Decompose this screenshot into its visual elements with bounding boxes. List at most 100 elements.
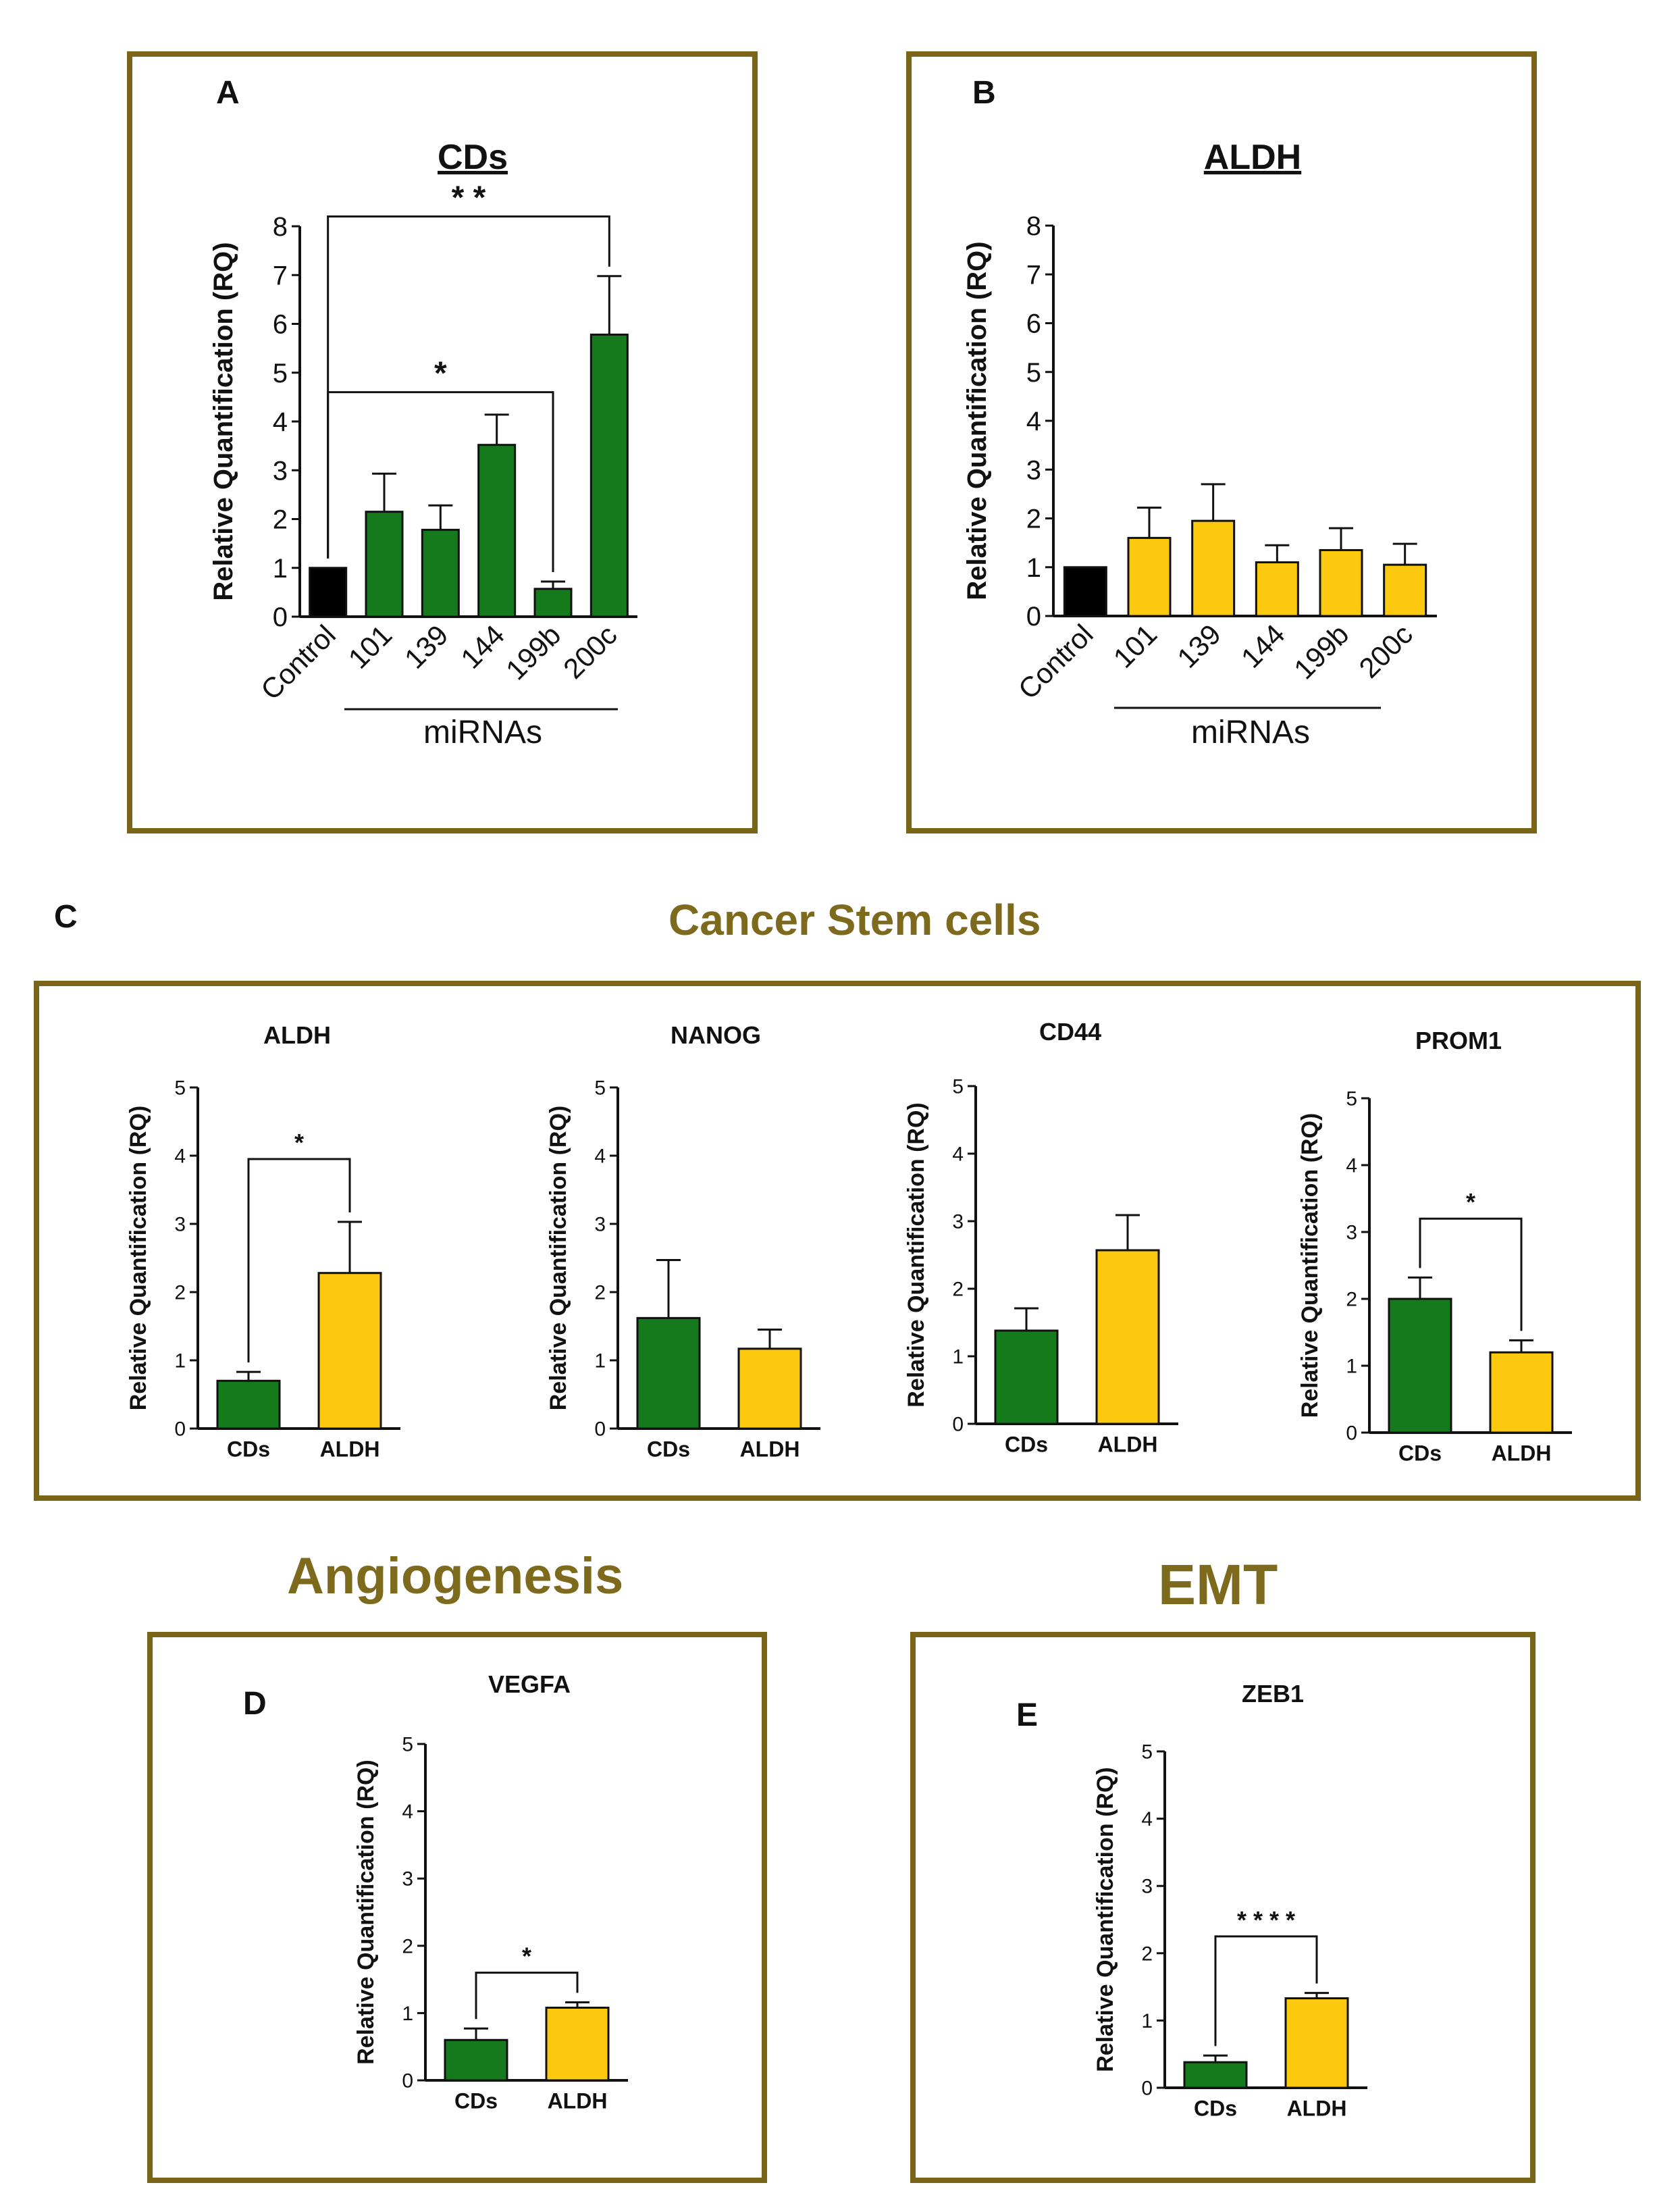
panel-e-frame	[910, 1632, 1535, 2183]
chart-d-title: VEGFA	[488, 1670, 571, 1698]
chart-c2-ytick-label: 3	[594, 1214, 606, 1236]
chart-b-ytick-label: 4	[1026, 407, 1041, 436]
chart-c2-category-label: ALDH	[740, 1437, 800, 1462]
chart-c3-bar	[994, 1329, 1059, 1425]
chart-b-bar	[1255, 561, 1299, 617]
chart-b-ylabel: Relative Quantification (RQ)	[962, 241, 992, 600]
chart-c4-ytick-label: 0	[1346, 1422, 1357, 1445]
chart-d-ytick-label: 2	[402, 1935, 413, 1957]
chart-c2-title: NANOG	[671, 1021, 761, 1049]
chart-b-ytick-label: 7	[1026, 260, 1041, 290]
chart-e-bar	[1183, 2061, 1248, 2089]
chart-a-ytick-label: 8	[273, 212, 288, 242]
heading-emt: EMT	[1158, 1553, 1278, 1616]
chart-a-bar	[421, 528, 460, 618]
chart-a-ytick-label: 5	[273, 359, 288, 388]
panel-c-frame	[34, 981, 1641, 1501]
chart-a-ytick-label: 2	[273, 505, 288, 535]
chart-c4-significance-label: *	[1466, 1188, 1475, 1216]
chart-c3-ytick-label: 1	[952, 1346, 964, 1368]
chart-c1-ytick-label: 2	[174, 1282, 186, 1304]
chart-c1-ytick-label: 4	[174, 1146, 186, 1168]
chart-e-significance-label: * * * *	[1237, 1906, 1295, 1934]
chart-e-ytick-label: 1	[1141, 2010, 1153, 2032]
chart-d-ytick-label: 3	[402, 1868, 413, 1891]
chart-c4-bar	[1388, 1298, 1452, 1434]
chart-b-bar	[1127, 536, 1172, 617]
chart-c2-ytick-label: 1	[594, 1350, 606, 1372]
chart-e-bar	[1284, 1997, 1349, 2089]
chart-d-ytick-label: 1	[402, 2003, 413, 2025]
chart-a-xlabel: miRNAs	[423, 715, 542, 750]
chart-c4-title: PROM1	[1415, 1027, 1502, 1054]
chart-c2-ytick-label: 5	[594, 1077, 606, 1100]
panel-letter-a: A	[216, 75, 240, 111]
chart-c3-ytick-label: 2	[952, 1279, 964, 1301]
chart-b-ytick-label: 6	[1026, 309, 1041, 339]
chart-c2-bar	[737, 1347, 802, 1430]
chart-b-bar	[1319, 548, 1363, 617]
chart-e-ytick-label: 2	[1141, 1943, 1153, 1965]
chart-c1-significance-bracket	[247, 1158, 351, 1363]
chart-c3-category-label: ALDH	[1098, 1433, 1158, 1457]
chart-e-category-label: CDs	[1194, 2097, 1237, 2121]
chart-a-significance-label: *	[434, 356, 447, 392]
heading-angiogenesis: Angiogenesis	[287, 1547, 624, 1605]
chart-a-bar	[309, 567, 348, 618]
chart-c2-ytick-label: 4	[594, 1146, 606, 1168]
chart-c3-ylabel: Relative Quantification (RQ)	[903, 1102, 929, 1408]
chart-a-ylabel: Relative Quantification (RQ)	[209, 242, 238, 600]
chart-c3-ytick-label: 3	[952, 1211, 964, 1233]
chart-c2-ylabel: Relative Quantification (RQ)	[546, 1106, 571, 1411]
chart-c1-bar	[216, 1379, 281, 1430]
chart-a-significance-bracket	[327, 391, 554, 572]
chart-a-ytick-label: 0	[273, 602, 288, 632]
chart-e-ytick-label: 5	[1141, 1741, 1153, 1764]
panel-a-frame	[127, 51, 758, 833]
chart-d-ytick-label: 0	[402, 2070, 413, 2093]
chart-c3-bar	[1095, 1249, 1160, 1425]
chart-a-ytick-label: 3	[273, 456, 288, 486]
chart-c4-significance-bracket	[1419, 1217, 1523, 1331]
panel-b-frame	[906, 51, 1537, 833]
chart-b-bar	[1063, 566, 1107, 617]
chart-a-significance-label: * *	[452, 180, 486, 216]
panel-letter-b: B	[972, 75, 996, 111]
chart-d-significance-bracket	[475, 1972, 579, 2020]
panel-d-frame	[147, 1632, 767, 2183]
chart-a-ytick-label: 7	[273, 261, 288, 290]
chart-c2-bar	[636, 1316, 701, 1430]
heading-cancer-stem-cells: Cancer Stem cells	[668, 896, 1041, 944]
chart-c4-category-label: CDs	[1398, 1441, 1442, 1466]
chart-c2-category-label: CDs	[647, 1437, 690, 1462]
chart-a-bar	[589, 333, 629, 618]
chart-e-ytick-label: 4	[1141, 1808, 1153, 1830]
chart-a-title: CDs	[438, 138, 508, 177]
chart-c4-category-label: ALDH	[1492, 1441, 1552, 1466]
chart-c3-ytick-label: 5	[952, 1076, 964, 1098]
chart-d-ytick-label: 4	[402, 1801, 413, 1823]
chart-c4-ylabel: Relative Quantification (RQ)	[1297, 1113, 1323, 1418]
chart-c4-ytick-label: 4	[1346, 1155, 1357, 1177]
chart-d-significance-label: *	[522, 1943, 531, 1970]
chart-e-category-label: ALDH	[1287, 2097, 1347, 2121]
chart-b-bar	[1383, 563, 1427, 617]
chart-c1-ytick-label: 3	[174, 1214, 186, 1236]
chart-c3-ytick-label: 0	[952, 1414, 964, 1436]
chart-b-title: ALDH	[1204, 138, 1301, 177]
chart-e-ytick-label: 3	[1141, 1876, 1153, 1898]
chart-c2-ytick-label: 0	[594, 1418, 606, 1441]
chart-c1-bar	[317, 1272, 382, 1430]
chart-b-ytick-label: 8	[1026, 211, 1041, 241]
panel-letter-c: C	[54, 899, 78, 935]
chart-c1-ylabel: Relative Quantification (RQ)	[126, 1106, 151, 1411]
chart-d-bar	[444, 2038, 508, 2082]
